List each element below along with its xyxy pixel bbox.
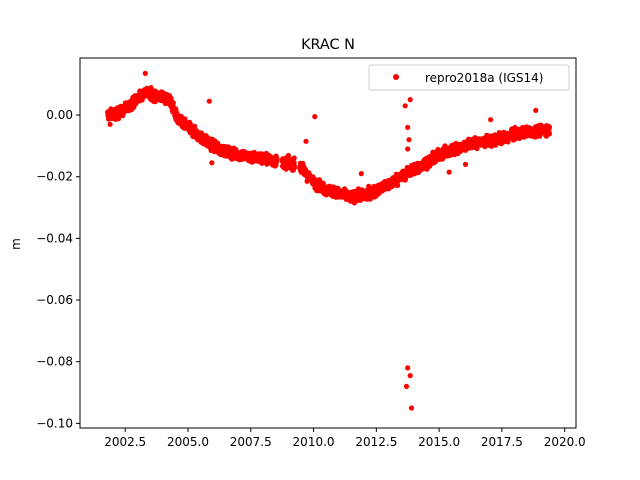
- y-tick-label: −0.02: [36, 170, 73, 184]
- x-tick-label: 2007.5: [230, 435, 272, 449]
- legend: repro2018a (IGS14): [368, 64, 570, 91]
- data-point: [291, 159, 297, 165]
- data-point: [405, 365, 411, 371]
- x-tick-label: 2015.0: [418, 435, 460, 449]
- data-point: [107, 121, 113, 127]
- y-tick-label: −0.10: [36, 416, 73, 430]
- y-axis: −0.10 −0.08 −0.06 −0.04 −0.02 0.00: [36, 108, 80, 430]
- data-point: [405, 146, 411, 152]
- x-tick-label: 2017.5: [481, 435, 523, 449]
- data-point: [402, 103, 408, 109]
- data-point: [546, 124, 553, 130]
- data-point: [407, 373, 413, 379]
- y-axis-label: m: [9, 238, 23, 250]
- data-point: [303, 138, 309, 144]
- data-point: [446, 169, 452, 175]
- data-point: [462, 161, 469, 167]
- data-point: [407, 97, 413, 103]
- x-axis: 2002.5 2005.0 2007.5 2010.0 2012.5 2015.0 2017…: [104, 428, 586, 449]
- data-point: [170, 100, 176, 106]
- data-point: [192, 123, 198, 129]
- data-point: [358, 171, 364, 177]
- legend-label: repro2018a (IGS14): [425, 71, 543, 85]
- data-point: [505, 139, 511, 145]
- y-tick-label: −0.08: [36, 355, 73, 369]
- data-point: [546, 131, 553, 137]
- data-point: [405, 124, 411, 130]
- data-point: [274, 156, 280, 163]
- chart-title: KRAC N: [301, 37, 355, 53]
- plot-frame: [79, 57, 577, 429]
- data-point: [142, 70, 148, 76]
- data-point: [533, 107, 539, 113]
- y-tick-label: −0.06: [36, 293, 73, 307]
- data-point: [291, 155, 297, 161]
- data-points: [105, 70, 553, 411]
- legend-box: [368, 64, 570, 91]
- x-tick-label: 2020.0: [544, 435, 586, 449]
- y-tick-label: −0.04: [36, 231, 73, 245]
- data-point: [408, 405, 415, 411]
- data-point: [312, 114, 318, 120]
- data-point: [403, 383, 410, 389]
- x-tick-label: 2005.0: [167, 435, 209, 449]
- legend-marker: [393, 74, 399, 80]
- data-point: [395, 182, 401, 188]
- data-point: [209, 160, 215, 166]
- y-tick-label: 0.00: [46, 108, 73, 122]
- data-point: [488, 117, 494, 123]
- x-tick-label: 2012.5: [355, 435, 397, 449]
- data-point: [406, 137, 412, 143]
- data-point: [291, 163, 297, 169]
- x-tick-label: 2002.5: [104, 435, 146, 449]
- data-point: [206, 98, 212, 104]
- x-tick-label: 2010.0: [293, 435, 335, 449]
